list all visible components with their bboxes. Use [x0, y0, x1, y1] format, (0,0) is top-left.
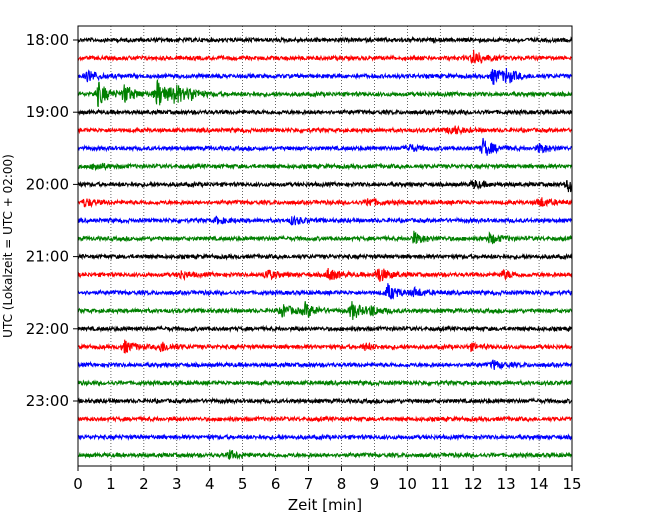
x-axis: 0 1 2 3 4 5 6 7 8 9 10 11 12 13 14 15	[73, 466, 582, 493]
x-axis-title: Zeit [min]	[288, 496, 362, 514]
x-tick-label: 8	[337, 475, 347, 493]
trace-2100	[77, 252, 573, 261]
y-axis-title: UTC (Lokalzeit = UTC + 02:00)	[1, 154, 15, 338]
trace-2015	[77, 197, 573, 209]
trace-2145	[77, 301, 573, 320]
trace-1845	[77, 79, 573, 108]
y-tick-label: 22:00	[26, 320, 69, 338]
x-tick-label: 10	[398, 475, 417, 493]
trace-2130	[77, 283, 573, 300]
trace-2300	[77, 396, 573, 406]
trace-2230	[77, 359, 573, 371]
x-tick-label: 15	[562, 475, 581, 493]
trace-1900	[77, 108, 573, 117]
x-tick-label: 13	[497, 475, 516, 493]
trace-1800	[77, 35, 573, 45]
trace-2315	[77, 414, 573, 424]
vertical-grid	[110, 26, 540, 466]
trace-1930	[77, 137, 573, 156]
trace-2215	[77, 339, 573, 354]
x-tick-label: 12	[464, 475, 483, 493]
trace-2115	[77, 267, 573, 282]
trace-1915	[77, 124, 573, 136]
x-tick-label: 3	[172, 475, 182, 493]
x-tick-label: 9	[370, 475, 380, 493]
x-tick-label: 0	[73, 475, 83, 493]
trace-2030	[77, 214, 573, 226]
x-tick-label: 14	[530, 475, 549, 493]
plot-frame	[77, 25, 573, 467]
x-tick-label: 6	[271, 475, 281, 493]
y-tick-label: 20:00	[26, 175, 69, 193]
y-tick-label: 19:00	[26, 103, 69, 121]
trace-2000	[77, 179, 573, 193]
y-tick-label: 21:00	[26, 248, 69, 266]
trace-2345	[77, 449, 573, 461]
trace-2245	[77, 378, 573, 388]
x-tick-label: 11	[431, 475, 450, 493]
trace-group	[77, 35, 573, 461]
x-tick-label: 4	[205, 475, 215, 493]
trace-2045	[77, 230, 573, 245]
trace-1945	[77, 162, 573, 172]
x-tick-label: 1	[106, 475, 116, 493]
trace-1815	[77, 49, 573, 65]
x-tick-label: 2	[139, 475, 149, 493]
y-tick-label: 18:00	[26, 31, 69, 49]
trace-2330	[77, 432, 573, 442]
x-tick-label: 7	[304, 475, 314, 493]
y-axis: 18:00 19:00 20:00 21:00 22:00 23:00	[26, 31, 78, 410]
trace-1830	[77, 68, 573, 85]
x-tick-label: 5	[238, 475, 248, 493]
trace-2200	[77, 324, 573, 333]
y-tick-label: 23:00	[26, 392, 69, 410]
